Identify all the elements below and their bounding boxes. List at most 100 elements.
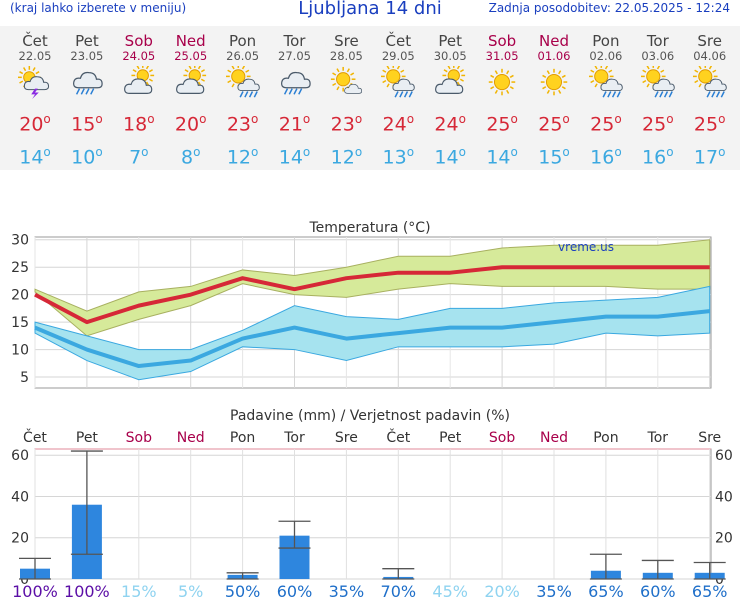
day-date: 30.05 [433,49,467,63]
day-column: Sob 31.05 25o 14o [476,26,528,169]
temp-min: 12o [226,145,259,169]
day-column: Sob 24.05 18o 7o [113,26,165,169]
precip-probability: 45% [432,582,468,600]
plot-area [34,448,712,580]
x-category-label: Čet [386,428,410,446]
x-category-label: Tor [283,430,305,446]
day-name: Tor [646,32,669,50]
sun-cloud-rain-icon [632,66,684,100]
day-date: 24.05 [122,49,156,63]
temp-max: 20o [174,112,207,136]
day-column: Pet 30.05 24o 14o [424,26,476,169]
temp-max: 25o [642,112,674,136]
precip-probability: 60% [640,582,676,600]
sun-cloud-icon [113,66,165,100]
day-name: Pet [438,32,462,50]
day-column: Čet 29.05 24o 13o [372,26,424,169]
day-column: Sre 28.05 23o 12o [320,26,372,169]
x-category-label: Sre [698,430,721,446]
day-date: 23.05 [70,49,104,63]
day-column: Sre 04.06 25o 17o [684,26,736,169]
cloud-rain-icon [269,66,321,100]
temp-min: 14o [19,145,51,169]
page-title: Ljubljana 14 dni [298,0,442,19]
day-column: Pet 23.05 15o 10o [61,26,113,169]
temp-max: 24o [434,112,466,136]
day-column: Pon 26.05 23o 12o [217,26,269,169]
temperature-chart: Temperatura (°C) 5 10 15 20 25 30 vreme.us [11,220,712,389]
x-category-label: Sob [489,430,515,446]
day-date: 29.05 [381,49,415,63]
day-name: Pet [75,32,99,50]
precip-probability: 60% [277,582,313,600]
precip-probability: 15% [121,582,157,600]
temp-max: 25o [590,112,622,136]
location-menu-hint[interactable]: (kraj lahko izberete v meniju) [10,1,187,15]
day-date: 27.05 [278,49,311,63]
x-category-label: Tor [647,430,669,446]
y-tick-label: 60 [11,448,29,464]
temp-min: 10o [71,145,103,169]
day-date: 31.05 [485,49,519,63]
y-tick-label: 15 [11,315,29,331]
temp-max: 25o [486,112,518,136]
x-category-label: Ned [177,430,205,446]
day-column: Pon 02.06 25o 16o [580,26,632,169]
y-tick-label: 20 [11,288,29,304]
temp-min: 16o [590,145,622,169]
precipitation-chart: Padavine (mm) / Verjetnost padavin (%) Če… [11,408,733,600]
y-tick-label: 20 [11,531,29,547]
sun-cloud-rain-icon [684,66,736,100]
temp-min: 7o [129,145,149,169]
temp-max: 24o [382,112,415,136]
temp-min: 14o [278,145,311,169]
daily-forecast-strip: Čet 22.05 20o 14o Pet 23.05 15o 10o Sob 24.05 18o 7… [0,26,740,170]
min-temperature-line [34,309,710,369]
sun-cloud-rain-icon [580,66,632,100]
y-tick-label: 25 [11,260,29,276]
y-tick-label-right: 0 [715,572,724,588]
day-name: Sob [124,32,153,50]
y-tick-label: 40 [11,489,29,505]
precip-probability: 100% [12,582,58,600]
sun-cloud-rain-icon [372,66,424,100]
day-name: Sob [487,32,517,50]
temp-min: 17o [693,145,726,169]
x-category-label: Ned [540,430,568,446]
day-name: Ned [539,32,569,50]
cloud-rain-icon [61,66,113,100]
temp-max: 23o [330,112,363,136]
chart-title: Temperatura (°C) [308,220,430,236]
day-date: 04.06 [693,49,727,63]
precip-probability: 5% [178,582,203,600]
day-column: Tor 27.05 21o 14o [269,26,321,169]
day-date: 22.05 [18,49,52,63]
day-name: Čet [22,32,48,50]
precip-probability: 50% [225,582,261,600]
precip-probability: 70% [381,582,417,600]
last-update: Zadnja posodobitev: 22.05.2025 - 12:24 [488,1,730,15]
y-tick-label-right: 20 [715,531,733,547]
x-category-label: Pon [593,430,618,446]
sun-cloud-storm-icon [9,66,61,100]
max-temperature-line [34,265,710,325]
day-name: Pon [228,32,257,50]
temp-min: 12o [330,145,363,169]
temp-max: 25o [538,112,570,136]
y-tick-label-right: 40 [715,489,733,505]
sun-cloud-icon [424,66,476,100]
x-category-label: Čet [23,428,47,446]
x-category-label: Sob [126,430,152,446]
day-date: 03.06 [641,49,675,63]
x-category-label: Pet [439,430,462,446]
y-tick-label: 30 [11,233,29,249]
temp-max: 21o [278,112,311,136]
sun-icon [476,66,528,100]
day-column: Tor 03.06 25o 16o [632,26,684,169]
day-name: Sre [697,32,722,50]
y-tick-label: 10 [11,343,29,359]
temp-max: 20o [19,112,51,136]
sun-cloud-icon [165,66,217,100]
x-category-label: Pon [230,430,255,446]
temp-max: 25o [693,112,726,136]
